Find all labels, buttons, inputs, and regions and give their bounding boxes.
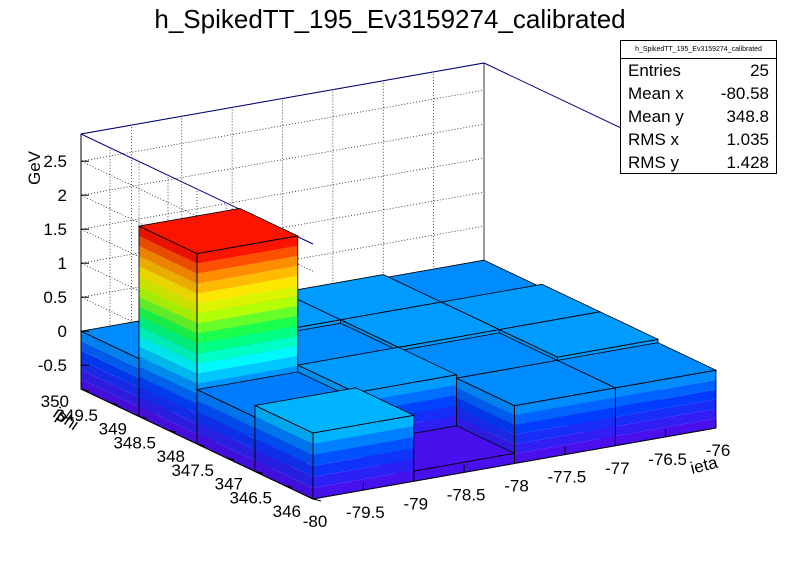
y-tick-label: 348.5 <box>113 433 156 452</box>
stats-value: 1.035 <box>726 130 769 149</box>
x-tick-label: -77.5 <box>548 468 587 487</box>
stats-label: Entries <box>628 61 681 80</box>
z-tick-label: 1 <box>58 254 67 273</box>
top-back-edge <box>80 62 485 135</box>
stats-row: RMS x 1.035 <box>621 128 776 151</box>
x-tick-label: -79 <box>403 494 428 513</box>
x-tick-label: -76 <box>706 441 731 460</box>
y-tick-label: 347.5 <box>171 461 214 480</box>
y-tick-label: 349 <box>99 420 127 439</box>
x-tick-label: -76.5 <box>648 450 687 469</box>
x-tick-label: -77 <box>605 459 630 478</box>
stats-value: -80.58 <box>720 84 769 103</box>
y-tick <box>138 416 148 419</box>
y-tick-label: 348 <box>157 447 185 466</box>
stats-label: RMS y <box>628 153 679 172</box>
y-tick-label: 346.5 <box>229 488 272 507</box>
x-tick-label: -78.5 <box>447 485 486 504</box>
y-tick-label: 347 <box>215 475 243 494</box>
z-axis-label: GeV <box>25 150 44 185</box>
y-tick <box>312 498 322 502</box>
y-tick <box>109 402 119 406</box>
z-tick-label: 1.5 <box>43 220 67 239</box>
y-tick <box>283 484 293 488</box>
stats-label: Mean y <box>628 107 684 126</box>
y-tick <box>196 443 206 447</box>
y-tick <box>225 457 235 461</box>
y-tick <box>80 388 90 392</box>
x-tick-label: -80 <box>303 512 328 531</box>
stats-box: h_SpikedTT_195_Ev3159274_calibrated Entr… <box>620 40 777 174</box>
stats-row: Entries 25 <box>621 59 776 82</box>
stats-row: RMS y 1.428 <box>621 151 776 174</box>
z-tick-label: 2.5 <box>43 152 67 171</box>
stats-label: RMS x <box>628 130 679 149</box>
z-tick-label: 2 <box>58 186 67 205</box>
stats-value: 348.8 <box>726 107 769 126</box>
chart-axes: -80 -79.5 -79 -78.5 -78 -77.5 -77 -76.5 -7634634… <box>38 134 731 531</box>
chart-title: h_SpikedTT_195_Ev3159274_calibrated <box>154 4 625 34</box>
z-tick-label: -0.5 <box>38 356 67 375</box>
stats-row: Mean x -80.58 <box>621 82 776 105</box>
z-tick-label: 0 <box>58 322 67 341</box>
x-tick-label: -78 <box>504 477 529 496</box>
lego-bar <box>253 387 416 500</box>
stats-title: h_SpikedTT_195_Ev3159274_calibrated <box>621 41 776 59</box>
y-tick-label: 346 <box>273 502 301 521</box>
stats-row: Mean y 348.8 <box>621 105 776 128</box>
y-tick-label: 350 <box>41 392 69 411</box>
y-tick-label: 349.5 <box>55 406 98 425</box>
x-axis-label: ieta <box>688 453 720 478</box>
z-tick-label: 0.5 <box>43 288 67 307</box>
y-tick <box>254 471 264 474</box>
stats-value: 1.428 <box>726 153 769 172</box>
stats-value: 25 <box>750 61 769 80</box>
stats-label: Mean x <box>628 84 684 103</box>
y-tick <box>167 429 177 433</box>
x-tick-label: -79.5 <box>346 503 385 522</box>
